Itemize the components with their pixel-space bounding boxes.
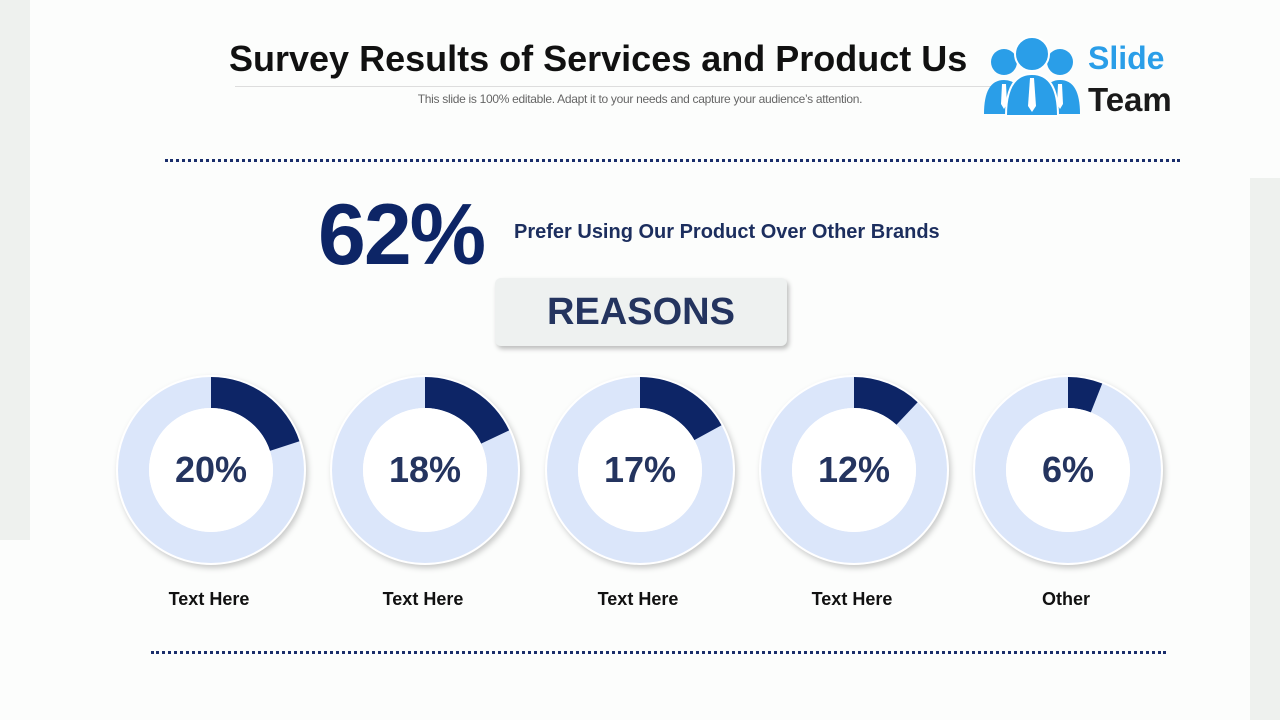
bottom-dotted-divider [151,651,1166,654]
people-icon [984,36,1080,117]
donut-chart-2: 18% [329,374,521,566]
left-margin [0,0,30,540]
donut-segment [854,377,918,425]
donut-label: Text Here [382,589,464,609]
donut-value: 6% [1041,449,1095,490]
donut-value: 18% [388,449,462,490]
donut-chart-3: 17% [544,374,736,566]
donut-label: Other [1041,589,1090,609]
top-dotted-divider [165,159,1180,162]
title-divider [235,86,995,87]
donut-hole [1006,408,1130,532]
donut-chart-1: 20% [115,374,307,566]
headline-text: Prefer Using Our Product Over Other Bran… [514,221,940,243]
slide-title: Survey Results of Services and Product U… [229,38,968,79]
donut-hole [792,408,916,532]
donut-label: Text Here [811,589,893,609]
logo-text-slide: Slide [1088,40,1165,76]
donut-segment [211,377,300,451]
logo-text-team: Team [1088,81,1172,118]
donut-segment [640,377,722,441]
donut-chart-5: 6% [972,374,1164,566]
slide-subtitle: This slide is 100% editable. Adapt it to… [417,92,863,106]
donut-segment [425,377,510,444]
donut-label: Text Here [168,589,250,609]
donut-segment [1068,377,1103,413]
donut-label: Text Here [597,589,679,609]
donut-hole [363,408,487,532]
donut-chart-4: 12% [758,374,950,566]
right-margin [1250,178,1280,720]
slideteam-logo: Slide Team [982,36,1182,118]
headline-percent: 62% [318,187,486,283]
donut-hole [149,408,273,532]
donut-value: 17% [603,449,677,490]
donut-hole [578,408,702,532]
donut-value: 20% [174,449,248,490]
reasons-banner: REASONS [495,278,787,346]
donut-value: 12% [817,449,891,490]
